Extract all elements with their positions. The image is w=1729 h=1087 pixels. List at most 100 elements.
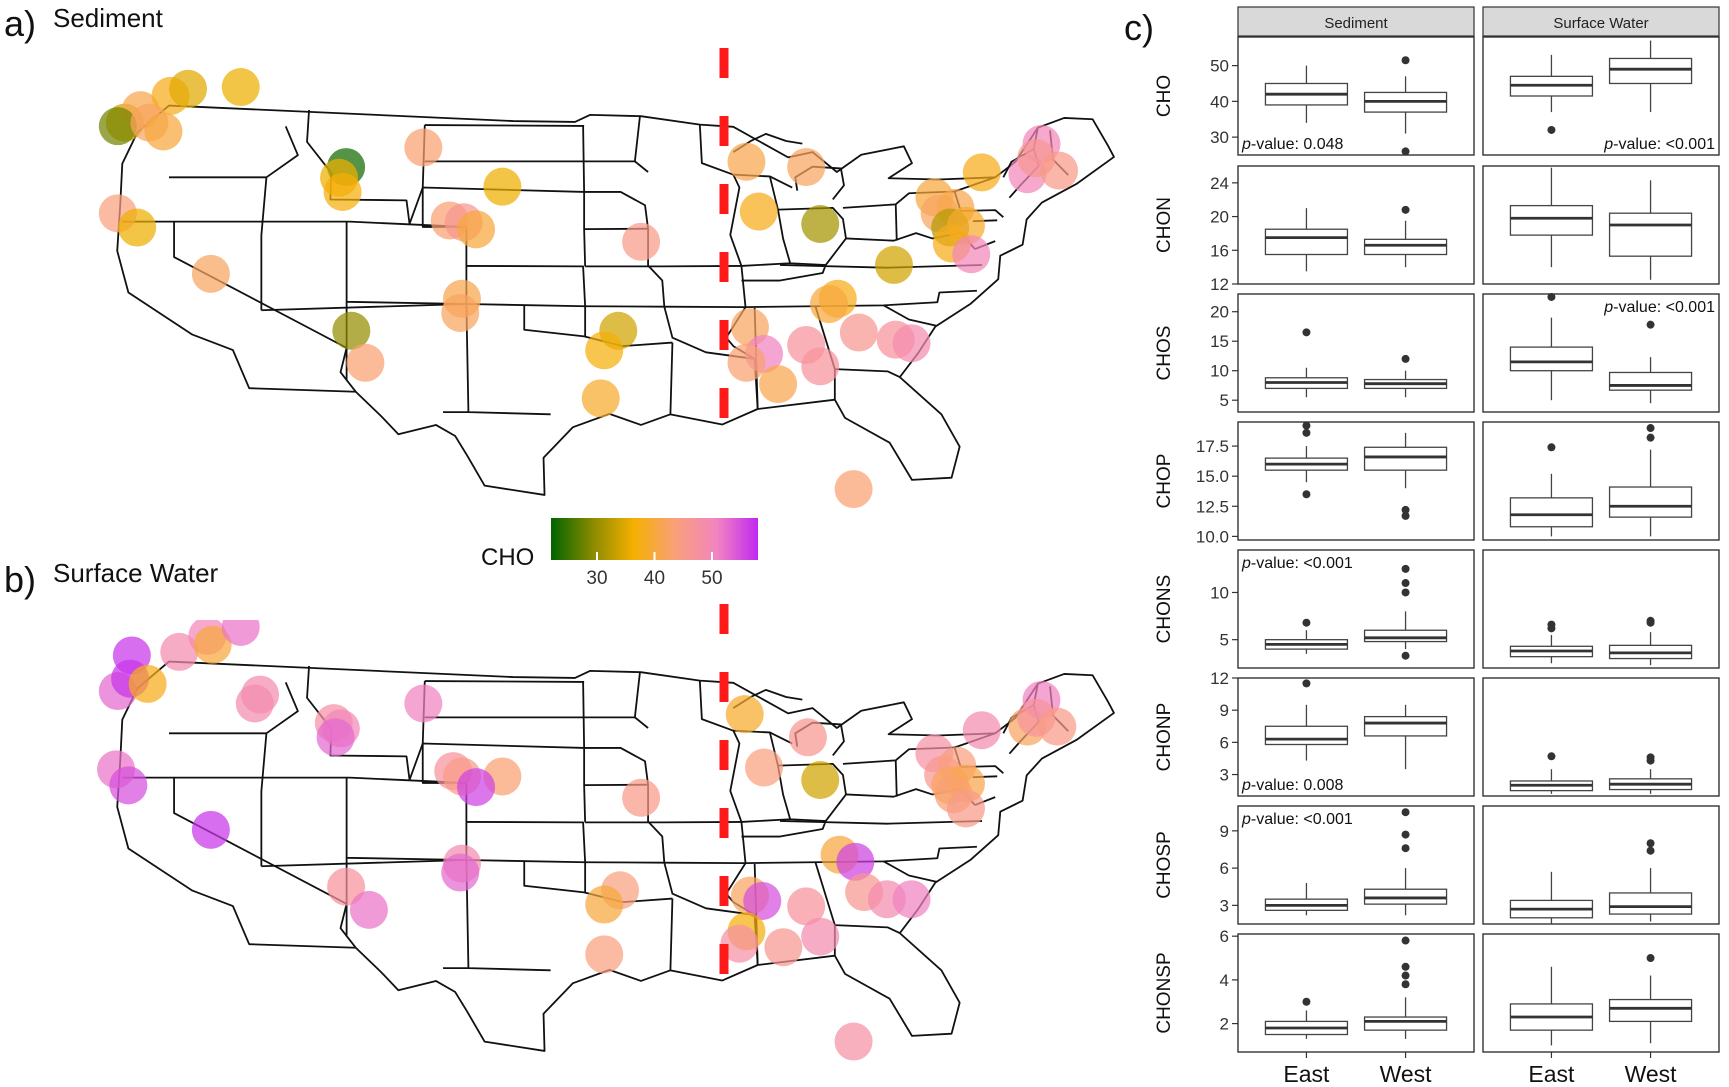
- colorbar-ticks: 30 40 50: [586, 552, 723, 589]
- site-marker: [787, 887, 826, 926]
- box-outlier: [1547, 752, 1556, 761]
- colorbar-tick-label: 40: [644, 568, 665, 589]
- y-tick-label: 24: [1210, 174, 1229, 193]
- y-tick-label: 12: [1210, 669, 1229, 688]
- box-outlier: [1302, 428, 1311, 437]
- site-marker: [788, 718, 827, 757]
- box-outlier: [1401, 936, 1410, 945]
- site-marker: [952, 235, 991, 274]
- site-marker: [327, 867, 366, 906]
- site-marker: [118, 208, 157, 247]
- panel-a-letter: a): [4, 3, 36, 44]
- y-tick-label: 6: [1220, 733, 1229, 752]
- y-tick-label: 15: [1210, 332, 1229, 351]
- panel-b-header: b) Surface Water: [4, 558, 219, 600]
- box-outlier: [1646, 320, 1655, 329]
- site-marker: [160, 632, 199, 671]
- p-value-label: p-value: 0.048: [1241, 136, 1344, 153]
- panel-b-letter: b): [4, 559, 36, 600]
- panel-a-title: Sediment: [53, 3, 164, 33]
- panel-c-letter: c): [1124, 7, 1154, 48]
- box-outlier: [1302, 421, 1311, 430]
- site-marker: [241, 675, 280, 714]
- site-marker: [316, 718, 355, 757]
- site-marker: [441, 853, 480, 892]
- site-marker: [109, 766, 148, 805]
- site-marker: [839, 313, 878, 352]
- site-marker: [743, 881, 782, 920]
- site-marker: [874, 245, 913, 284]
- us-state-boundaries: [117, 662, 1114, 1051]
- row-label: CHO: [1154, 75, 1175, 117]
- site-marker: [457, 768, 496, 807]
- box-outlier: [1401, 564, 1410, 573]
- site-marker: [457, 210, 496, 249]
- box-iqr: [1608, 486, 1693, 518]
- site-marker: [946, 789, 985, 828]
- site-marker: [1038, 707, 1077, 746]
- site-marker: [962, 153, 1001, 192]
- box-iqr: [1363, 629, 1448, 643]
- site-marker: [725, 695, 764, 734]
- box-iqr: [1264, 725, 1349, 746]
- colorbar-title: CHO: [481, 544, 534, 571]
- row-label: CHOS: [1154, 326, 1175, 381]
- site-marker: [404, 128, 443, 167]
- site-marker: [739, 192, 778, 231]
- box-outlier: [1646, 954, 1655, 963]
- map-surface-water: [97, 604, 1114, 1061]
- box-iqr: [1509, 497, 1594, 528]
- box-outlier: [1302, 618, 1311, 627]
- box-outlier: [1302, 679, 1311, 688]
- box-iqr: [1608, 998, 1693, 1023]
- box-iqr: [1363, 715, 1448, 737]
- box-outlier: [1401, 808, 1410, 817]
- facet-panel: [1237, 165, 1475, 285]
- row-label: CHONSP: [1154, 952, 1175, 1033]
- facet-strip-label: Sediment: [1324, 15, 1388, 32]
- box-outlier: [1401, 980, 1410, 989]
- site-marker: [759, 365, 798, 404]
- y-tick-label: 17.5: [1196, 437, 1229, 456]
- y-tick-label: 6: [1220, 859, 1229, 878]
- site-marker: [962, 711, 1001, 750]
- facet-strip: [1482, 6, 1720, 37]
- box-iqr: [1608, 892, 1693, 915]
- site-marker: [764, 928, 803, 967]
- site-marker: [349, 890, 388, 929]
- facet-strip-label: Surface Water: [1553, 15, 1648, 32]
- facet-panel: [1482, 933, 1720, 1053]
- boxplot-facets: Sediment Surface Water East West East West CHO…: [1154, 6, 1720, 1087]
- site-marker: [585, 331, 624, 370]
- box-outlier: [1401, 844, 1410, 853]
- facet-panel: [1237, 293, 1475, 413]
- box-iqr: [1509, 204, 1594, 236]
- y-tick-label: 12: [1210, 275, 1229, 294]
- site-marker: [128, 664, 167, 703]
- site-marker: [622, 222, 661, 261]
- site-marker: [720, 924, 759, 963]
- box-outlier: [1646, 424, 1655, 433]
- p-value-label: p-value: <0.001: [1603, 136, 1715, 153]
- box-outlier: [1646, 616, 1655, 625]
- x-tick-label: West: [1380, 1061, 1433, 1087]
- panel-b-title: Surface Water: [53, 558, 219, 588]
- y-tick-label: 50: [1210, 57, 1229, 76]
- site-marker: [834, 470, 873, 509]
- facet-strip: [1237, 6, 1475, 37]
- y-tick-label: 10: [1210, 583, 1229, 602]
- box-outlier: [1547, 620, 1556, 629]
- box-outlier: [1646, 846, 1655, 855]
- site-marker: [801, 205, 840, 244]
- site-marker: [169, 69, 208, 108]
- box-iqr: [1363, 1016, 1448, 1031]
- y-tick-label: 6: [1220, 927, 1229, 946]
- site-marker: [892, 324, 931, 363]
- box-outlier: [1302, 328, 1311, 337]
- colorbar-tick-label: 30: [586, 568, 607, 589]
- site-marker: [622, 778, 661, 817]
- site-marker: [787, 148, 826, 187]
- site-marker: [836, 842, 875, 881]
- site-marker: [892, 880, 931, 919]
- box-outlier: [1401, 651, 1410, 660]
